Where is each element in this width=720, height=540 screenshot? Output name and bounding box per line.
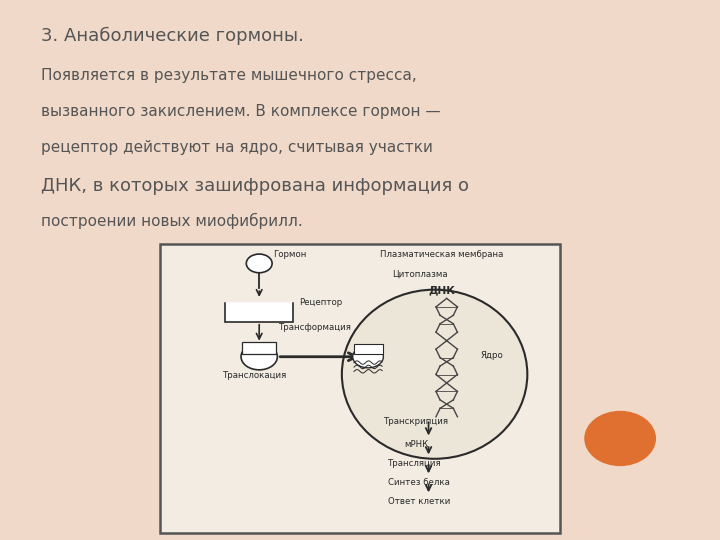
- Circle shape: [353, 346, 383, 368]
- Text: Ядро: Ядро: [481, 351, 504, 360]
- FancyBboxPatch shape: [242, 342, 276, 354]
- Circle shape: [585, 411, 655, 465]
- Text: Цитоплазма: Цитоплазма: [392, 269, 448, 278]
- Text: Плазматическая мембрана: Плазматическая мембрана: [380, 250, 503, 259]
- Text: Гормон: Гормон: [274, 250, 307, 259]
- Text: Рецептор: Рецептор: [300, 299, 343, 307]
- FancyBboxPatch shape: [354, 344, 382, 354]
- Text: Синтез белка: Синтез белка: [388, 478, 450, 487]
- Text: Транскрипция: Транскрипция: [384, 416, 449, 426]
- Circle shape: [246, 254, 272, 273]
- FancyBboxPatch shape: [161, 245, 559, 533]
- Text: ДНК, в которых зашифрована информация о: ДНК, в которых зашифрована информация о: [42, 177, 469, 195]
- Circle shape: [241, 343, 277, 370]
- Text: построении новых миофибрилл.: построении новых миофибрилл.: [42, 213, 303, 229]
- Text: рецептор действуют на ядро, считывая участки: рецептор действуют на ядро, считывая уча…: [42, 140, 433, 156]
- Text: Транслокация: Транслокация: [223, 372, 287, 380]
- Text: ДНК: ДНК: [428, 285, 456, 295]
- Ellipse shape: [342, 289, 527, 459]
- Text: вызванного закислением. В комплексе гормон —: вызванного закислением. В комплексе горм…: [42, 104, 441, 119]
- Text: Ответ клетки: Ответ клетки: [388, 497, 451, 505]
- Text: мРНК: мРНК: [405, 440, 428, 449]
- Text: 3. Анаболические гормоны.: 3. Анаболические гормоны.: [42, 26, 305, 45]
- Text: Трансляция: Трансляция: [388, 459, 442, 468]
- Text: Появляется в результате мышечного стресса,: Появляется в результате мышечного стресс…: [42, 68, 417, 83]
- FancyBboxPatch shape: [225, 300, 294, 322]
- Text: Трансформация: Трансформация: [279, 323, 352, 332]
